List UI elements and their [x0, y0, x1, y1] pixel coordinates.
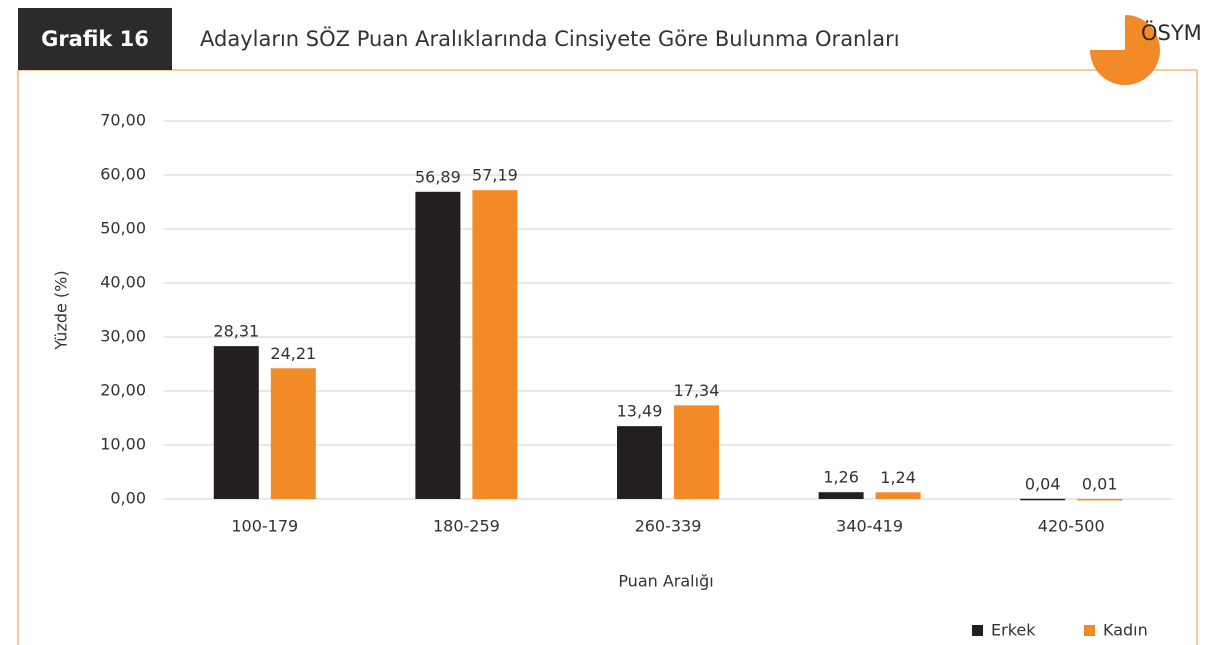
- badge-label: Grafik 16: [41, 27, 149, 51]
- legend-label: Kadın: [1103, 621, 1148, 640]
- y-tick-label: 30,00: [100, 327, 146, 346]
- value-label: 17,34: [674, 381, 720, 400]
- x-tick-label: 340-419: [836, 517, 903, 536]
- value-label: 28,31: [213, 322, 259, 341]
- legend-swatch: [972, 625, 983, 636]
- y-axis-label: Yüzde (%): [52, 270, 71, 350]
- bar: [617, 426, 662, 499]
- bar: [674, 405, 719, 499]
- x-tick-label: 100-179: [231, 517, 298, 536]
- x-tick-label: 420-500: [1038, 517, 1105, 536]
- value-label: 56,89: [415, 167, 461, 186]
- bar: [270, 368, 316, 499]
- y-tick-label: 20,00: [100, 381, 146, 400]
- x-tick-label: 260-339: [635, 517, 702, 536]
- value-label: 24,21: [270, 344, 316, 363]
- y-tick-label: 10,00: [100, 435, 146, 454]
- bar: [213, 346, 259, 499]
- bar: [472, 190, 518, 499]
- logo-text: ÖSYM: [1141, 20, 1202, 45]
- logo-mark: [1090, 15, 1160, 85]
- legend-label: Erkek: [991, 621, 1036, 640]
- y-tick-label: 0,00: [110, 489, 146, 508]
- bar: [875, 492, 921, 499]
- bar: [1077, 498, 1123, 501]
- value-label: 0,01: [1082, 474, 1118, 493]
- bar: [1020, 498, 1066, 501]
- value-label: 0,04: [1025, 474, 1061, 493]
- value-label: 1,26: [823, 468, 859, 487]
- badge: [18, 8, 172, 70]
- bar: [818, 492, 864, 499]
- chart-title: Adayların SÖZ Puan Aralıklarında Cinsiye…: [200, 26, 900, 51]
- x-axis-label: Puan Aralığı: [618, 572, 713, 591]
- y-tick-label: 70,00: [100, 111, 146, 130]
- y-tick-label: 40,00: [100, 273, 146, 292]
- value-label: 57,19: [472, 166, 518, 185]
- value-label: 1,24: [880, 468, 916, 487]
- y-tick-label: 60,00: [100, 165, 146, 184]
- bar: [415, 191, 461, 499]
- legend-swatch: [1084, 625, 1095, 636]
- y-tick-label: 50,00: [100, 219, 146, 238]
- x-tick-label: 180-259: [433, 517, 500, 536]
- value-label: 13,49: [617, 402, 663, 421]
